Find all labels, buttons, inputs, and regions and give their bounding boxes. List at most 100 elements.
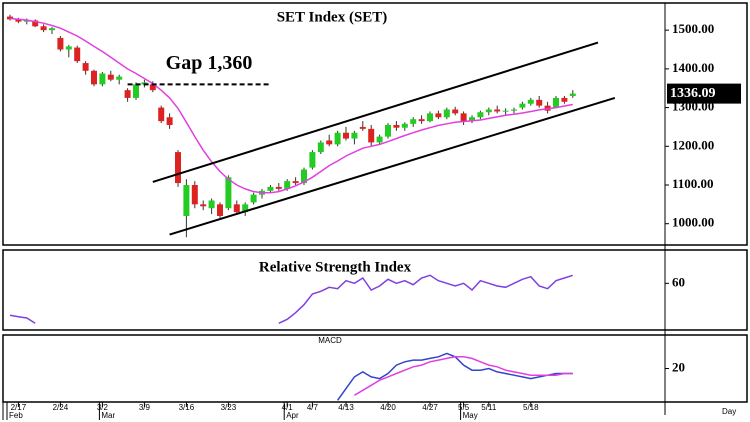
candle-body — [23, 20, 30, 22]
candle-body — [267, 186, 274, 191]
candle-body — [15, 19, 22, 22]
candle-body — [116, 76, 123, 80]
candle-body — [284, 181, 291, 189]
candle-body — [275, 186, 282, 189]
candle-body — [82, 63, 89, 71]
macd-title: MACD — [318, 336, 342, 345]
candle-body — [452, 109, 459, 114]
candle-body — [233, 204, 240, 213]
candle-body — [208, 200, 215, 209]
candle-body — [91, 70, 97, 85]
macd-panel — [2, 334, 748, 403]
x-tick-label: 5/11 — [481, 403, 497, 412]
trend-line — [152, 41, 599, 183]
candle-body — [326, 140, 333, 145]
candle-body — [149, 84, 156, 91]
candle-body — [443, 109, 450, 118]
x-tick-label: 3/23 — [221, 403, 237, 412]
candle-body — [343, 132, 349, 139]
candle-body — [40, 26, 47, 31]
candle-body — [301, 169, 307, 184]
candle-body — [217, 204, 223, 216]
y-tick-label: 1100.00 — [672, 176, 714, 191]
y-tick-label: 60 — [672, 274, 685, 289]
month-label: May — [463, 411, 478, 420]
month-label: Mar — [101, 411, 115, 420]
candle-body — [175, 152, 181, 184]
x-tick-label: 4/1 — [282, 403, 294, 412]
candle-body — [393, 125, 400, 128]
candle-body — [158, 107, 165, 122]
x-tick-label: 5/18 — [523, 403, 539, 412]
candle-body — [553, 97, 559, 108]
candle-body — [334, 132, 341, 145]
rsi-title: Relative Strength Index — [259, 259, 412, 275]
candle-body — [65, 46, 72, 50]
candle-body — [99, 73, 106, 85]
y-tick-label: 1000.00 — [672, 215, 714, 230]
candle-body — [133, 84, 139, 98]
candle-body — [200, 204, 207, 207]
last-price-label: 1336.09 — [670, 86, 716, 101]
candle-body — [469, 117, 475, 122]
x-tick-label: 4/27 — [422, 403, 438, 412]
candle-body — [401, 123, 408, 128]
candle-body — [292, 181, 299, 184]
candle-body — [460, 113, 467, 122]
candle-body — [376, 136, 383, 143]
y-tick-label: 20 — [672, 359, 685, 374]
candle-body — [477, 112, 484, 118]
x-tick-label: 2/24 — [53, 403, 69, 412]
moving-average — [9, 17, 573, 194]
candle-body — [183, 185, 190, 216]
candle-body — [250, 194, 257, 203]
candle-body — [502, 110, 509, 112]
candle-body — [317, 142, 324, 153]
y-tick-label: 1400.00 — [672, 60, 714, 75]
candle-body — [124, 90, 131, 98]
candle-body — [49, 28, 55, 31]
candle-body — [435, 113, 442, 118]
x-tick-label: 4/20 — [380, 403, 396, 412]
candle-body — [368, 128, 375, 143]
candle-body — [351, 132, 358, 139]
month-label: Feb — [9, 411, 23, 420]
y-tick-label: 1200.00 — [672, 137, 714, 152]
candle-body — [494, 109, 501, 112]
candle-body — [418, 119, 425, 122]
rsi-panel — [2, 249, 748, 331]
month-label: Apr — [286, 411, 299, 420]
candle-body — [107, 74, 114, 80]
main-panel — [2, 2, 748, 246]
candle-body — [309, 152, 316, 168]
y-tick-label: 1500.00 — [672, 21, 714, 36]
candle-body — [242, 204, 249, 213]
candle-body — [569, 93, 576, 96]
x-tick-label: 4/7 — [307, 403, 319, 412]
x-tick-label: 3/2 — [97, 403, 109, 412]
x-tick-label: 3/16 — [179, 403, 195, 412]
x-tick-label: 5/5 — [458, 403, 470, 412]
candle-body — [485, 109, 492, 113]
candle-body — [511, 109, 517, 111]
candle-body — [527, 99, 534, 104]
candle-body — [32, 20, 39, 27]
candle-body — [385, 125, 391, 137]
candle-body — [410, 119, 417, 124]
x-tick-label: 2/17 — [11, 403, 27, 412]
x-tick-label: 3/9 — [139, 403, 151, 412]
candle-body — [74, 47, 81, 62]
candle-body — [519, 103, 526, 108]
candle-body — [7, 16, 13, 20]
gap-label: Gap 1,360 — [166, 52, 253, 74]
candle-body — [57, 37, 64, 50]
chart-title: SET Index (SET) — [277, 9, 388, 25]
candle-body — [359, 126, 366, 129]
x-tick-label: 4/13 — [338, 403, 354, 412]
candle-body — [225, 177, 232, 209]
candle-body — [191, 185, 198, 205]
candle-body — [561, 97, 568, 102]
candle-body — [166, 117, 173, 125]
trend-line — [169, 96, 616, 236]
